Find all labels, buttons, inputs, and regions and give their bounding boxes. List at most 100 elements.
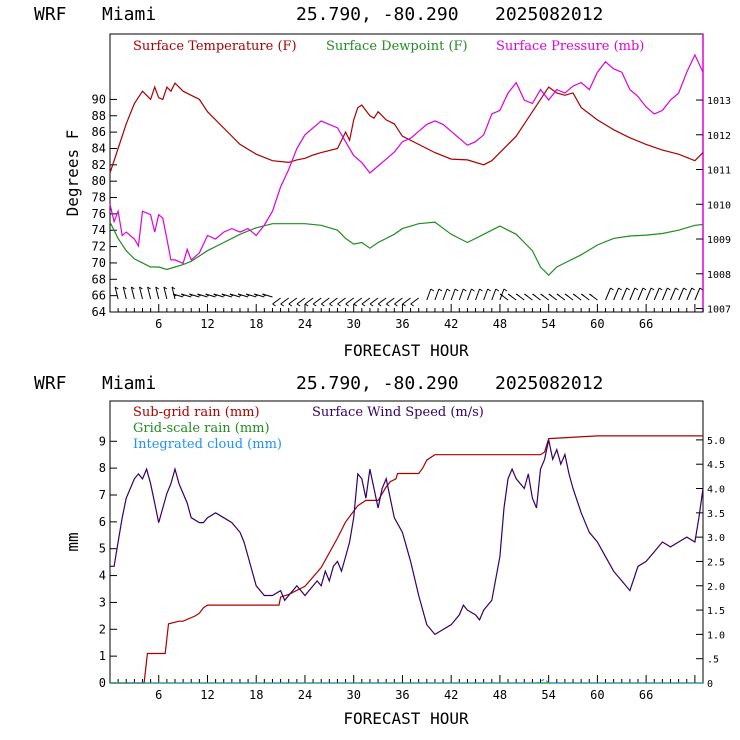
wind-barb: [645, 287, 652, 301]
y-tick-label: 5: [99, 542, 106, 556]
panel1-series: [109, 53, 704, 277]
x-tick-label: 30: [346, 317, 360, 331]
y2-tick-label: 3.5: [707, 509, 725, 520]
wind-barb-flag: [463, 288, 467, 292]
wind-barb: [321, 297, 330, 305]
panel1-legend: Surface Temperature (F) Surface Dewpoint…: [133, 39, 644, 54]
y2-tick-label: 4.5: [707, 460, 725, 471]
y2-tick-label: 4.0: [707, 485, 725, 496]
wind-barb-flag: [329, 303, 333, 307]
panel2-series: [110, 435, 704, 684]
y-tick-label: 86: [92, 125, 106, 139]
wind-barb-flag: [296, 303, 301, 307]
y-tick-label: 0: [99, 676, 106, 690]
wind-barb: [613, 287, 620, 301]
wind-barb: [361, 297, 371, 305]
y-tick-label: 9: [99, 434, 106, 448]
wind-barb-flag: [131, 286, 135, 290]
y2-tick-label: 0: [707, 679, 713, 690]
series-line-3: [110, 678, 703, 684]
wind-barb-flag: [618, 287, 622, 291]
wind-barb: [369, 297, 379, 305]
y2-tick-label: 3.0: [707, 533, 725, 544]
wind-barb-flag: [139, 286, 143, 290]
wind-barb-flag: [556, 293, 561, 297]
panel1-y2-ticks: 1007 1008 1009 1010 1011 1012 1013: [696, 96, 731, 316]
wind-barb-flag: [487, 288, 491, 292]
x-tick-label: 42: [444, 688, 458, 702]
wind-barb-flag: [180, 293, 185, 297]
y2-tick-label: 1009: [707, 235, 731, 246]
wind-barb: [653, 287, 660, 301]
wind-barb-flag: [658, 287, 663, 291]
wind-barb: [450, 288, 456, 301]
y2-tick-label: 1011: [707, 166, 731, 177]
wind-barb-flag: [410, 303, 414, 307]
wind-barb: [114, 286, 119, 300]
x-tick-label: 60: [590, 688, 604, 702]
wind-barb: [304, 297, 314, 305]
wind-barb: [246, 293, 257, 298]
wind-barb: [139, 286, 143, 300]
y-tick-label: 8: [99, 461, 106, 475]
wind-barb: [475, 288, 481, 301]
wind-barb-flag: [377, 303, 382, 307]
wind-barb: [213, 293, 224, 298]
wind-barb: [621, 287, 628, 301]
wind-barb: [458, 288, 464, 301]
y-tick-label: 74: [92, 223, 106, 237]
wind-barb-flag: [171, 286, 176, 290]
wind-barb-flag: [580, 293, 585, 297]
wind-barb-flag: [172, 293, 177, 297]
x-tick-label: 18: [249, 688, 263, 702]
wind-barb-flag: [280, 303, 284, 307]
y2-tick-label: .5: [707, 655, 719, 666]
wind-barb: [312, 297, 322, 305]
wind-barb-flag: [312, 303, 317, 307]
x-tick-label: 48: [493, 688, 507, 702]
x-tick-label: 36: [395, 317, 409, 331]
x-tick-label: 48: [493, 317, 507, 331]
y-tick-label: 70: [92, 256, 106, 270]
wind-barb: [296, 297, 306, 305]
y-tick-label: 72: [92, 240, 106, 254]
panel1-header: WRF Miami 25.790, -80.290 2025082012: [34, 4, 603, 25]
wind-barb: [155, 286, 160, 300]
wind-barb-flag: [272, 303, 276, 307]
wind-barb: [189, 293, 200, 298]
wind-barb-flag: [626, 287, 631, 291]
wind-barb-flag: [454, 288, 459, 292]
wind-barb-flag: [147, 286, 151, 290]
y-tick-label: 64: [92, 305, 106, 319]
legend-wind-speed: Surface Wind Speed (m/s): [312, 405, 484, 420]
panel2-y2-ticks: 0 .5 1.0 1.5 2.0 2.5 3.0 3.5 4.0 4.5 5.0: [696, 436, 725, 690]
x-tick-label: 30: [346, 688, 360, 702]
x-tick-label: 66: [639, 688, 653, 702]
panel1-y-ticks: 64 66 68 70 72 74 76 78 80 82 84 86 88 90: [92, 92, 117, 319]
y-tick-label: 90: [92, 92, 106, 106]
x-tick-label: 6: [155, 317, 162, 331]
x-tick-label: 24: [298, 688, 312, 702]
series-line-3: [109, 53, 704, 265]
panel1-coords: 25.790, -80.290: [296, 4, 459, 25]
wind-barb: [605, 287, 611, 301]
panel2-date: 2025082012: [495, 373, 603, 394]
x-tick-label: 54: [541, 317, 555, 331]
wind-barb: [171, 286, 176, 300]
wind-barb-flag: [254, 293, 258, 297]
wind-barb: [197, 293, 208, 298]
wind-barb-flag: [589, 293, 593, 297]
wind-barb-flag: [610, 287, 614, 291]
wind-barb: [237, 293, 249, 298]
y2-tick-label: 1012: [707, 131, 731, 142]
wind-barb: [205, 293, 216, 298]
y2-tick-label: 1013: [707, 96, 731, 107]
y-tick-label: 7: [99, 488, 106, 502]
wind-barb: [262, 293, 273, 298]
y-tick-label: 66: [92, 289, 106, 303]
y-tick-label: 68: [92, 272, 106, 286]
wind-barb-flag: [288, 303, 293, 307]
wind-barb-flag: [189, 293, 193, 297]
wind-barb-flag: [438, 288, 443, 292]
